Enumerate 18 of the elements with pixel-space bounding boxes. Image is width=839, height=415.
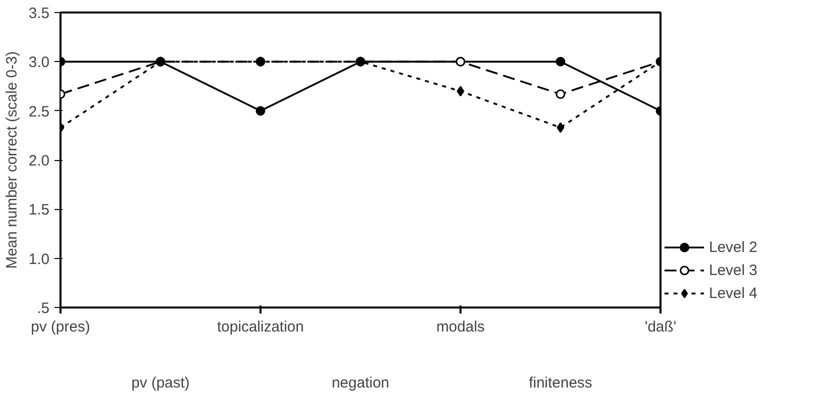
y-tick-label: 3.0: [28, 54, 50, 72]
x-tick-label: pv (past): [131, 374, 190, 392]
legend-label: Level 4: [709, 284, 758, 302]
y-tick-label: 2.5: [28, 103, 50, 120]
y-tick-label: .5: [36, 300, 50, 317]
x-tick-label: modals: [436, 318, 485, 336]
legend-label: Level 2: [709, 238, 758, 256]
y-tick-label: 2.0: [28, 152, 50, 170]
x-tick-label: negation: [332, 374, 390, 392]
x-tick-label: topicalization: [217, 318, 304, 336]
x-tick-label: 'daß': [644, 318, 676, 336]
y-tick-label: 3.5: [28, 5, 50, 22]
x-tick-label: pv (pres): [30, 318, 90, 336]
y-tick-label: 1.0: [28, 250, 50, 268]
y-tick-label: 1.5: [28, 202, 50, 219]
x-tick-label: finiteness: [528, 374, 592, 392]
legend-label: Level 3: [709, 262, 758, 278]
y-axis-title: Mean number correct (scale 0-3): [4, 51, 21, 269]
